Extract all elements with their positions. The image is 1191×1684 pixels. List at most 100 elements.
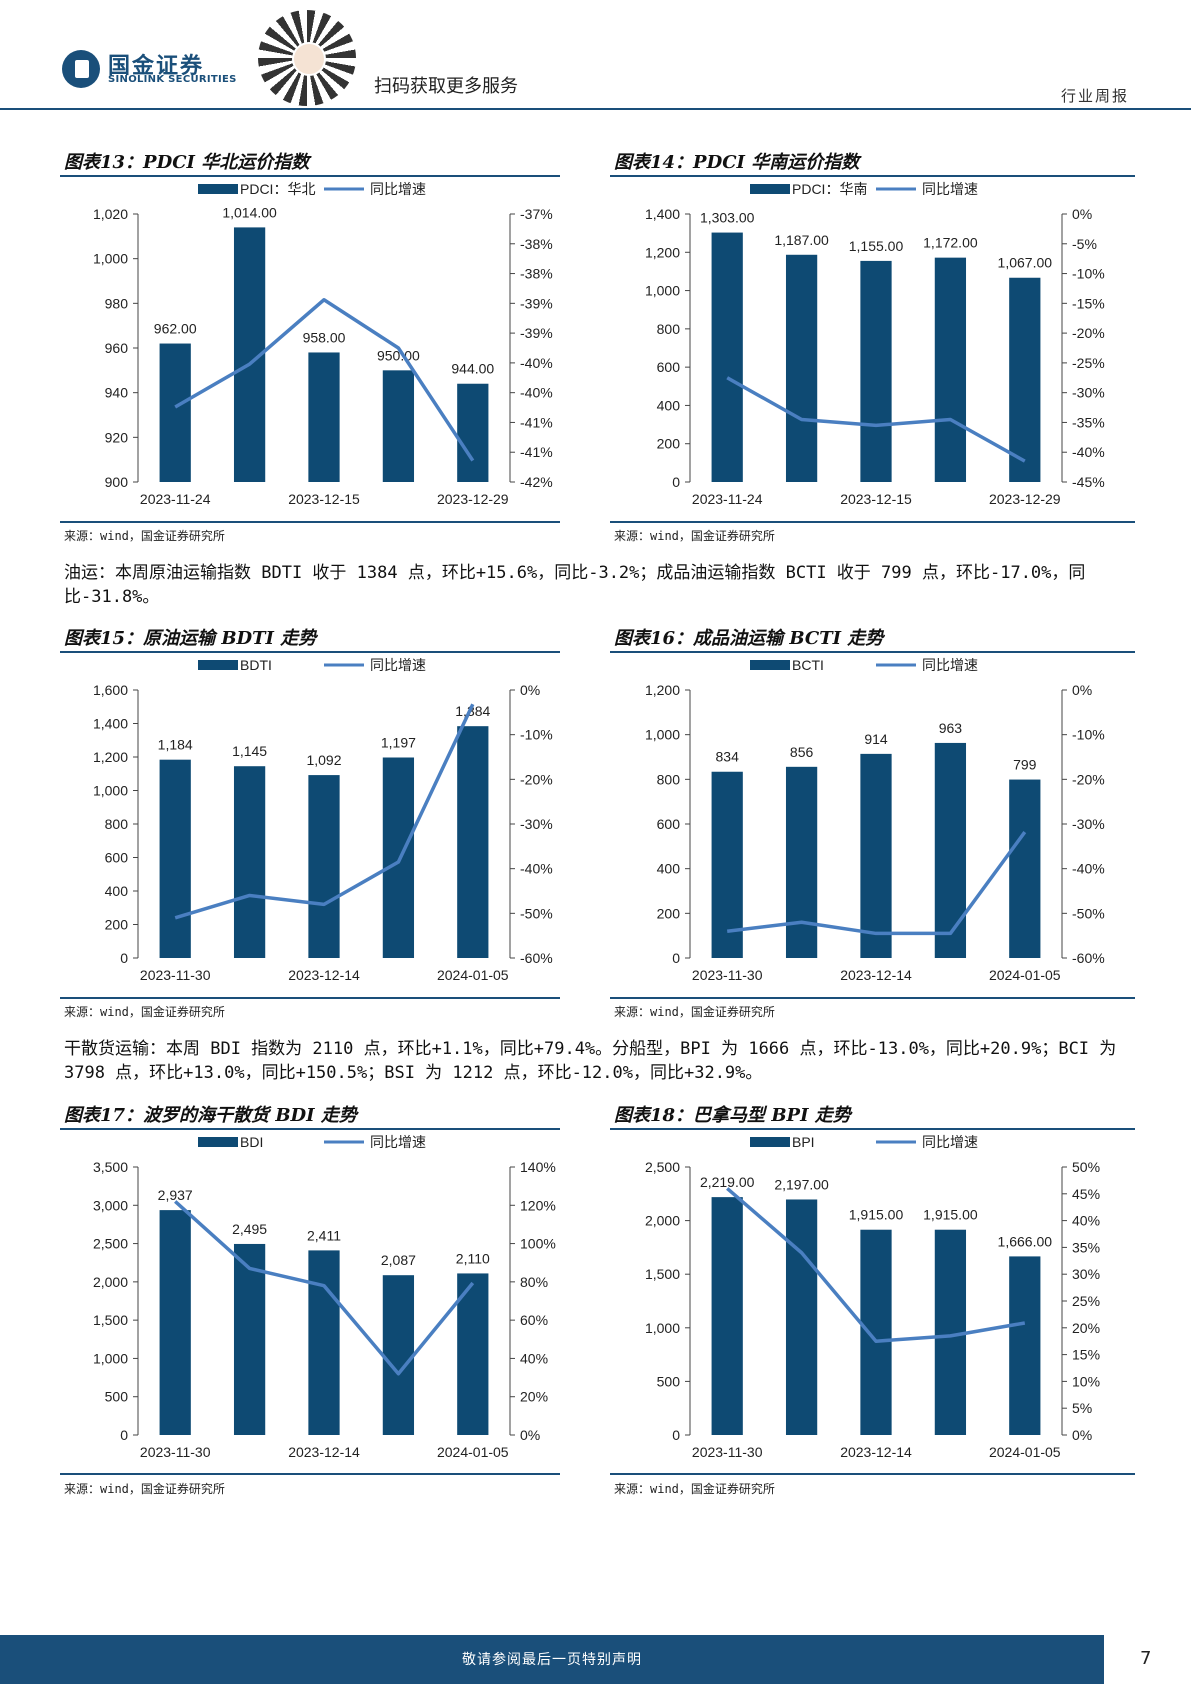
bar <box>934 257 967 482</box>
legend-bar-swatch <box>750 184 790 194</box>
bar-data-label: 950.00 <box>377 347 420 363</box>
bar <box>1009 277 1041 482</box>
y2-tick-label: -15% <box>1072 295 1105 311</box>
y-tick-label: 500 <box>657 1373 681 1389</box>
bar-data-label: 1,666.00 <box>998 1233 1053 1249</box>
legend-line-label: 同比增速 <box>370 1134 426 1150</box>
legend-bar-swatch <box>198 660 238 670</box>
bar-data-label: 1,067.00 <box>998 255 1053 271</box>
y2-tick-label: -10% <box>1072 266 1105 282</box>
bar <box>159 759 191 958</box>
y-tick-label: 0 <box>120 950 128 966</box>
chart-16-source-rule <box>610 997 1135 999</box>
y2-tick-label: -39% <box>520 325 553 341</box>
legend-bar-swatch <box>750 1137 790 1147</box>
y-tick-label: 980 <box>105 295 129 311</box>
x-tick-label: 2024-01-05 <box>989 1444 1061 1460</box>
x-tick-label: 2023-12-14 <box>840 967 912 983</box>
x-tick-label: 2023-12-14 <box>840 1444 912 1460</box>
bar <box>860 260 892 482</box>
report-type: 行业周报 <box>1061 87 1130 105</box>
chart-17-source-rule <box>60 1473 560 1475</box>
y-tick-label: 2,500 <box>93 1236 128 1252</box>
chart-17-source: 来源：wind，国金证券研究所 <box>64 1482 225 1496</box>
y-tick-label: 500 <box>105 1389 129 1405</box>
chart-18-source-rule <box>610 1473 1135 1475</box>
legend-bar-label: BCTI <box>792 657 824 673</box>
y2-tick-label: -30% <box>1072 385 1105 401</box>
y2-tick-label: -30% <box>1072 816 1105 832</box>
chart-13-source: 来源：wind，国金证券研究所 <box>64 529 225 543</box>
y2-tick-label: 15% <box>1072 1347 1100 1363</box>
logo-name-en: SINOLINK SECURITIES <box>108 74 237 85</box>
y2-tick-label: -35% <box>1072 414 1105 430</box>
bar <box>785 1199 818 1435</box>
bar <box>1009 1256 1041 1435</box>
y-tick-label: 900 <box>105 474 129 490</box>
bar <box>711 232 743 482</box>
chart-15-title: 图表15：原油运输 BDTI 走势 <box>64 628 317 649</box>
y-tick-label: 1,200 <box>93 749 128 765</box>
y-tick-label: 2,000 <box>645 1213 680 1229</box>
bar-data-label: 2,219.00 <box>700 1174 755 1190</box>
chart-14-source: 来源：wind，国金证券研究所 <box>614 529 775 543</box>
y2-tick-label: 40% <box>1072 1213 1100 1229</box>
bar <box>382 757 415 958</box>
bar <box>457 1273 489 1435</box>
y-tick-label: 0 <box>672 1427 680 1443</box>
y2-tick-label: -10% <box>520 727 553 743</box>
bar-data-label: 2,197.00 <box>774 1176 829 1192</box>
bar-data-label: 914 <box>864 731 888 747</box>
chart-17-title: 图表17：波罗的海干散货 BDI 走势 <box>64 1105 357 1126</box>
y-tick-label: 1,200 <box>645 244 680 260</box>
bar-data-label: 1,145 <box>232 743 267 759</box>
chart-18-title-rule <box>610 1128 1135 1130</box>
bar-data-label: 2,110 <box>456 1250 490 1266</box>
bar <box>308 1250 340 1435</box>
bar <box>785 254 818 482</box>
y2-tick-label: -40% <box>1072 444 1105 460</box>
y-tick-label: 800 <box>657 771 681 787</box>
y-tick-label: 800 <box>657 321 681 337</box>
y2-tick-label: 45% <box>1072 1186 1100 1202</box>
y2-tick-label: 0% <box>1072 206 1092 222</box>
x-tick-label: 2023-11-30 <box>140 1444 211 1460</box>
bar-data-label: 1,384 <box>455 703 490 719</box>
y2-tick-label: -40% <box>1072 861 1105 877</box>
y2-tick-label: 0% <box>520 1427 540 1443</box>
bar-data-label: 1,915.00 <box>849 1207 904 1223</box>
y2-tick-label: 25% <box>1072 1293 1100 1309</box>
y2-tick-label: 120% <box>520 1197 556 1213</box>
y-tick-label: 0 <box>672 474 680 490</box>
bar-data-label: 958.00 <box>303 329 346 345</box>
y2-tick-label: -40% <box>520 861 553 877</box>
bar-data-label: 1,303.00 <box>700 210 755 226</box>
chart-13-title-rule <box>60 175 560 177</box>
bar <box>860 753 892 958</box>
chart-17-title-rule <box>60 1128 560 1130</box>
y2-tick-label: -5% <box>1072 236 1097 252</box>
chart-18-title: 图表18：巴拿马型 BPI 走势 <box>614 1105 851 1126</box>
bar <box>457 726 489 958</box>
chart-13-source-rule <box>60 521 560 523</box>
y2-tick-label: -20% <box>520 771 553 787</box>
oil-paragraph: 油运：本周原油运输指数 BDTI 收于 1384 点，环比+15.6%，同比-3… <box>64 563 1086 607</box>
chart-13-title: 图表13：PDCI 华北运价指数 <box>64 152 310 173</box>
page-number: 7 <box>1140 1648 1152 1669</box>
chart-13-pdci-north: PDCI：华北 同比增速 900 920 940 960 980 1,000 1,020 -42%… <box>93 181 553 507</box>
x-tick-label: 2024-01-05 <box>437 1444 509 1460</box>
y2-tick-label: -30% <box>520 816 553 832</box>
y-tick-label: 200 <box>657 905 681 921</box>
bar <box>785 766 818 958</box>
yoy-growth-line <box>174 1200 475 1376</box>
bar <box>159 343 191 482</box>
legend-line-label: 同比增速 <box>370 657 426 673</box>
y2-tick-label: -40% <box>520 385 553 401</box>
y2-tick-label: 20% <box>520 1389 548 1405</box>
y-tick-label: 1,000 <box>645 1320 680 1336</box>
y2-tick-label: -38% <box>520 236 553 252</box>
legend-bar-label: PDCI：华北 <box>240 181 315 197</box>
y2-tick-label: -40% <box>520 355 553 371</box>
x-tick-label: 2024-01-05 <box>437 967 509 983</box>
chart-17-bdi: BDI 同比增速 0 500 1,000 1,500 2,000 2,500 3,000 3,50… <box>93 1134 556 1460</box>
